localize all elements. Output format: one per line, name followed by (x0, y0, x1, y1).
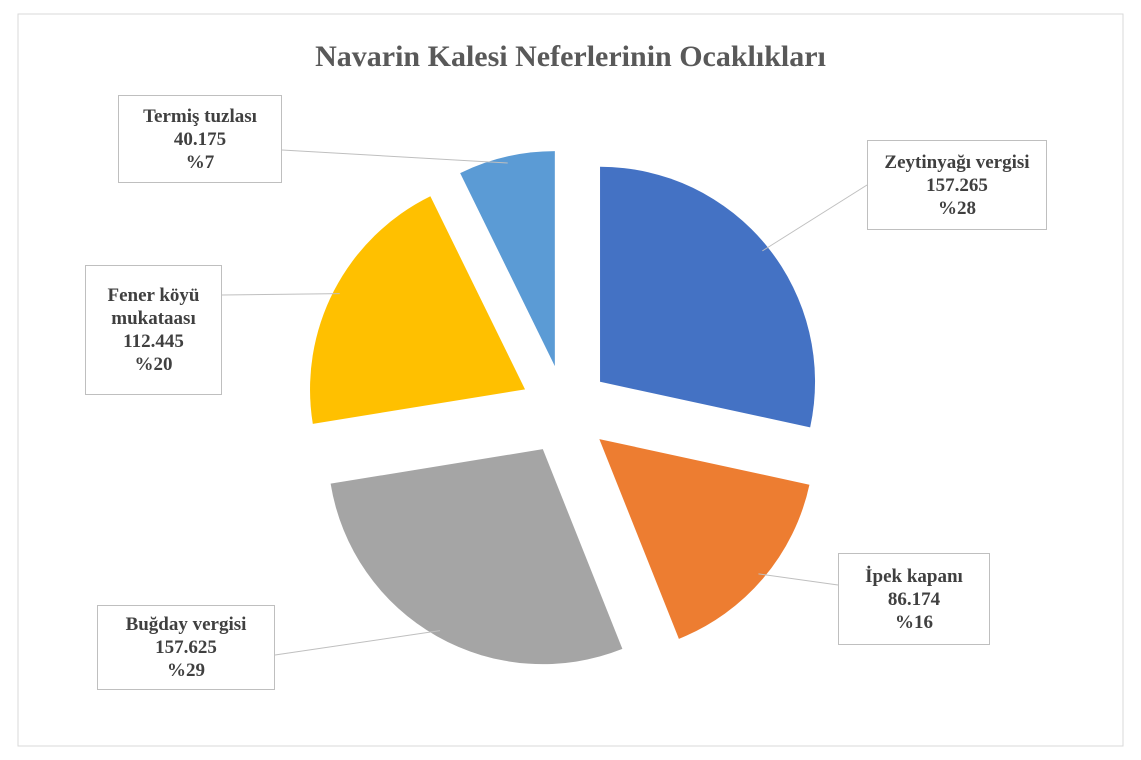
data-label: İpek kapanı 86.174 %16 (838, 553, 990, 645)
label-value: 157.265 (926, 174, 988, 196)
data-label: Termiş tuzlası 40.175 %7 (118, 95, 282, 183)
label-category: Buğday vergisi (125, 614, 247, 635)
pie-slice (460, 151, 555, 367)
leader-line (274, 630, 441, 656)
leader-line (758, 573, 839, 586)
chart-title: Navarin Kalesi Neferlerinin Ocaklıkları (315, 40, 826, 73)
pie-slice (330, 449, 623, 665)
label-category: Termiş tuzlası (143, 105, 257, 127)
label-value: 40.175 (173, 128, 227, 150)
data-label: Buğday vergisi 157.625 %29 (97, 605, 275, 690)
label-value: 157.625 (155, 637, 217, 658)
pie-slice (600, 166, 816, 428)
label-value: 86.174 (887, 588, 941, 610)
leader-line (281, 149, 508, 164)
label-percent: %28 (938, 197, 976, 219)
label-category: Fener köyü mukataası (107, 285, 200, 329)
pie-slice (599, 439, 810, 639)
label-percent: %20 (134, 354, 173, 375)
pie-slice (310, 196, 526, 424)
leader-line (762, 184, 868, 252)
label-percent: %16 (895, 611, 933, 633)
label-category: İpek kapanı (865, 565, 963, 587)
leader-line (221, 293, 340, 296)
data-label: Zeytinyağı vergisi 157.265 %28 (867, 140, 1047, 230)
label-category: Zeytinyağı vergisi (884, 151, 1030, 173)
label-value: 112.445 (123, 331, 184, 352)
data-label: Fener köyü mukataası 112.445 %20 (85, 265, 222, 395)
label-percent: %7 (185, 151, 215, 173)
label-percent: %29 (167, 660, 205, 681)
